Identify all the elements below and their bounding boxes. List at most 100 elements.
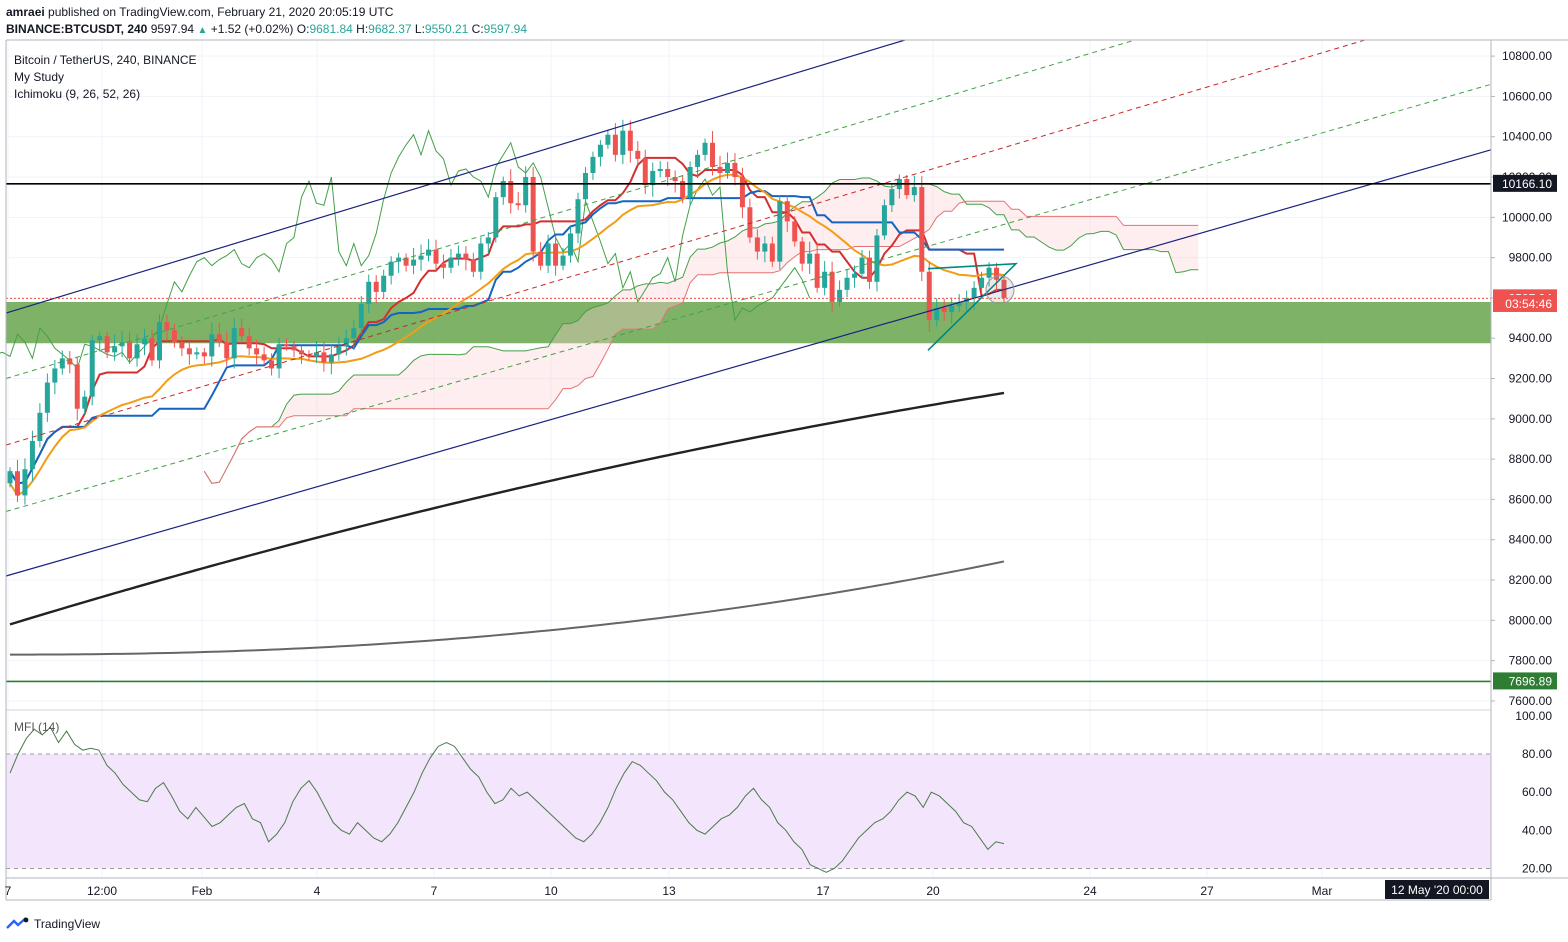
price-label: 03:54:46 [1505, 297, 1552, 311]
triangle-pattern [927, 262, 1019, 351]
candle-body [37, 412, 43, 441]
symbol-line[interactable]: BINANCE:BTCUSDT, 240 [6, 22, 148, 36]
publisher-name[interactable]: amraei [6, 5, 45, 19]
price-label-bg [1493, 294, 1557, 312]
candle-body [822, 271, 828, 288]
high-value: 9682.37 [368, 22, 412, 36]
candle-body [89, 340, 95, 397]
candle-body [732, 162, 738, 178]
time-tick-label: 10 [544, 884, 558, 898]
candle-body [411, 259, 417, 266]
candle-body [284, 344, 290, 347]
candle-body [724, 162, 730, 173]
candle-body [328, 354, 334, 363]
candle-body [485, 237, 491, 244]
candle-body [904, 179, 910, 196]
mfi-tick-label: 100.00 [1515, 709, 1552, 723]
price-axis: 10800.0010600.0010400.0010200.0010000.00… [5, 39, 1568, 902]
candle-body [829, 271, 835, 302]
candle-body [612, 134, 618, 155]
legend-study-1[interactable]: My Study [14, 70, 65, 84]
time-tick-label: 4 [314, 884, 321, 898]
footer-brand-text: TradingView [34, 917, 101, 931]
published-text: published on TradingView.com, February 2… [44, 5, 394, 19]
candle-body [762, 243, 768, 252]
candle-body [807, 253, 813, 264]
price-tick-label: 9200.00 [1509, 372, 1553, 386]
channel-lower-line [5, 149, 1492, 577]
mfi-tick-label: 80.00 [1522, 747, 1552, 761]
mfi-band [6, 753, 1491, 869]
candle-body [313, 352, 319, 357]
candle-body [254, 348, 260, 355]
candle-body [956, 301, 962, 306]
candle-body [627, 130, 633, 151]
candle-body [754, 237, 760, 252]
base-line [9, 190, 1004, 485]
candle-body [889, 189, 895, 206]
candle-body [119, 342, 125, 347]
candle-body [769, 243, 775, 262]
candle-body [366, 281, 372, 304]
time-tick-label: Feb [192, 884, 213, 898]
price-tick-label: 10600.00 [1502, 89, 1552, 103]
candle-body [164, 322, 170, 331]
price-tick-label: 10000.00 [1502, 210, 1552, 224]
candle-body [321, 352, 327, 363]
candle-body [582, 172, 588, 200]
time-tick-label: 12:00 [87, 884, 117, 898]
candle-body [291, 346, 297, 351]
candle-body [687, 166, 693, 198]
legend-title[interactable]: Bitcoin / TetherUS, 240, BINANCE [14, 53, 197, 67]
high-label: H: [356, 22, 369, 36]
candle-body [508, 181, 514, 204]
time-tick-label: 7 [5, 884, 12, 898]
tradingview-logo-icon [6, 917, 29, 929]
price-tick-label: 9000.00 [1509, 412, 1553, 426]
candle-body [695, 154, 701, 167]
candle-body [844, 277, 850, 290]
candle-body [373, 281, 379, 292]
time-tick-label: 20 [926, 884, 940, 898]
candle-body [433, 249, 439, 264]
candle-body [186, 348, 192, 355]
time-tick-label: 27 [1200, 884, 1214, 898]
candle-body [440, 263, 446, 268]
candle-body [881, 205, 887, 236]
candle-body [575, 199, 581, 234]
candle-body [545, 243, 551, 266]
candle-body [814, 253, 820, 288]
candle-body [142, 338, 148, 345]
open-value: 9681.84 [309, 22, 353, 36]
candle-body [22, 469, 28, 496]
candle-body [650, 170, 656, 186]
publish-header: amraei published on TradingView.com, Feb… [6, 4, 1486, 44]
candle-body [276, 344, 282, 369]
candle-body [246, 336, 252, 349]
low-label: L: [414, 22, 425, 36]
price-tick-label: 7600.00 [1509, 694, 1553, 708]
time-label: 12 May '20 00:00 [1391, 883, 1483, 897]
candle-body [336, 346, 342, 355]
candle-body [216, 334, 222, 343]
candle-body [568, 233, 574, 256]
span-a-line [203, 177, 1199, 484]
candle-body [455, 253, 461, 258]
mfi-tick-label: 20.00 [1522, 861, 1552, 875]
candle-body [194, 352, 200, 355]
candle-body [388, 261, 394, 276]
candle-body [747, 207, 753, 238]
support-zone [6, 301, 1491, 344]
candle-body [59, 358, 65, 369]
time-label-bg [1385, 880, 1489, 899]
candle-body [979, 277, 985, 288]
candle-body [642, 158, 648, 186]
candle-body [470, 259, 476, 272]
chart-legend: Bitcoin / TetherUS, 240, BINANCE My Stud… [14, 52, 197, 103]
price-tick-label: 10800.00 [1502, 49, 1552, 63]
candle-body [605, 134, 611, 145]
legend-study-2[interactable]: Ichimoku (9, 26, 52, 26) [14, 87, 141, 101]
candle-body [665, 168, 671, 178]
candle-body [941, 308, 947, 313]
